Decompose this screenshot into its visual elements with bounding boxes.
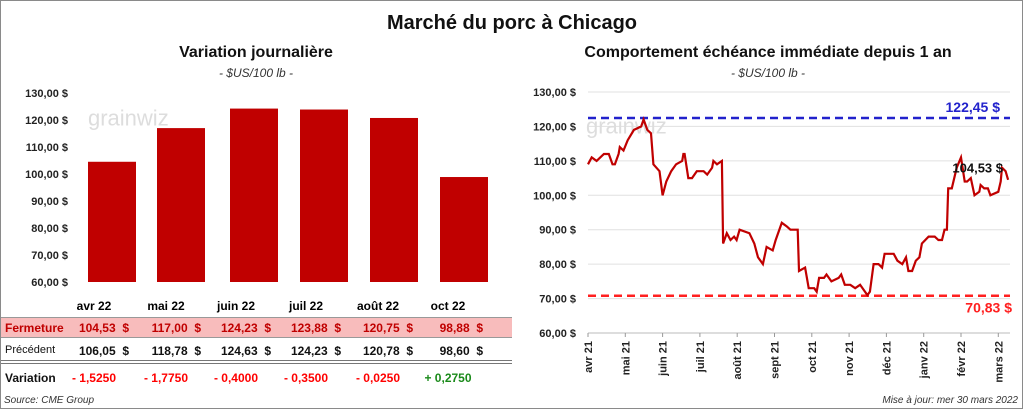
table-cell: + 0,2750 xyxy=(424,371,472,385)
column-header: avr 22 xyxy=(76,299,112,313)
y-tick-label: 110,00 $ xyxy=(26,142,68,154)
table-cell: 124,63 $ xyxy=(220,344,271,358)
x-tick-label: nov 21 xyxy=(844,341,856,376)
table-cell: 123,88 $ xyxy=(290,321,341,335)
x-tick-label: mai 21 xyxy=(620,341,632,375)
x-tick-label: févr 22 xyxy=(956,341,968,376)
y-tick-label: 90,00 $ xyxy=(31,196,68,208)
y-tick-label: 100,00 $ xyxy=(533,190,576,202)
bar xyxy=(440,177,488,282)
table-header: avr 22 mai 22 juin 22 juil 22 août 22 oct 22 xyxy=(1,296,512,316)
y-tick-label: 120,00 $ xyxy=(25,115,68,127)
y-tick-label: 130,00 $ xyxy=(25,88,68,100)
column-header: juil 22 xyxy=(288,299,323,313)
table-cell: 106,05 $ xyxy=(78,344,129,358)
y-tick-label: 100,00 $ xyxy=(25,169,68,181)
update-note: Mise à jour: mer 30 mars 2022 xyxy=(882,395,1018,406)
max-label: 122,45 $ xyxy=(946,99,1001,115)
bar-chart-title: Variation journalière xyxy=(179,44,333,61)
row-label: Variation xyxy=(5,371,56,385)
x-tick-label: oct 21 xyxy=(807,341,819,373)
y-tick-label: 120,00 $ xyxy=(533,121,576,133)
x-tick-label: sept 21 xyxy=(770,341,782,379)
bar xyxy=(230,108,278,282)
table-cell: - 0,0250 xyxy=(355,371,401,385)
last-price-label: 104,53 $ xyxy=(952,161,1003,176)
y-tick-label: 90,00 $ xyxy=(539,225,576,237)
bar xyxy=(300,109,348,282)
x-tick-label: mars 22 xyxy=(993,341,1005,383)
y-tick-label: 80,00 $ xyxy=(539,259,576,271)
x-tick-label: juin 21 xyxy=(658,341,670,377)
x-tick-label: avr 21 xyxy=(583,341,595,373)
line-chart-title: Comportement échéance immédiate depuis 1… xyxy=(584,44,952,61)
table-cell: - 0,3500 xyxy=(283,371,329,385)
row-label: Précédent xyxy=(5,344,56,356)
table-cell: 98,88 $ xyxy=(439,321,483,335)
source-note: Source: CME Group xyxy=(4,395,95,406)
bar xyxy=(88,161,136,282)
row-label: Fermeture xyxy=(5,321,64,335)
watermark-logo: grainwiz xyxy=(88,105,169,130)
y-tick-label: 110,00 $ xyxy=(534,156,576,168)
y-tick-label: 60,00 $ xyxy=(539,328,576,340)
column-header: oct 22 xyxy=(430,299,466,313)
table-cell: - 0,4000 xyxy=(213,371,259,385)
bar xyxy=(370,117,418,282)
page-title: Marché du porc à Chicago xyxy=(386,12,638,34)
y-tick-label: 80,00 $ xyxy=(31,223,68,235)
x-tick-label: janv 22 xyxy=(919,341,931,379)
y-tick-label: 130,00 $ xyxy=(533,87,576,99)
table-cell: 104,53 $ xyxy=(78,321,129,335)
table-cell: 98,60 $ xyxy=(439,344,483,358)
y-tick-label: 70,00 $ xyxy=(539,294,576,306)
table-cell: 124,23 $ xyxy=(290,344,341,358)
column-header: août 22 xyxy=(356,299,399,313)
table-cell: 118,78 $ xyxy=(151,344,201,358)
column-header: juin 22 xyxy=(216,299,255,313)
line-chart-unit: - $US/100 lb - xyxy=(730,66,806,80)
table-cell: 120,75 $ xyxy=(362,321,413,335)
table-row: Fermeture 104,53 $ 117,00 $ 124,23 $ 123,88 … xyxy=(1,317,512,338)
table-row: Précédent 106,05 $ 118,78 $ 124,63 $ 124,23 … xyxy=(1,341,512,364)
column-header: mai 22 xyxy=(147,299,185,313)
price-line xyxy=(587,116,1010,297)
table-cell: 120,78 $ xyxy=(362,344,413,358)
bar xyxy=(157,128,205,282)
table-row: Variation - 1,5250 - 1,7750 - 0,4000 - 0,350… xyxy=(1,368,512,388)
min-label: 70,83 $ xyxy=(965,300,1012,316)
table-cell: - 1,7750 xyxy=(143,371,189,385)
bar-chart-unit: - $US/100 lb - xyxy=(218,66,294,80)
table-cell: 124,23 $ xyxy=(220,321,271,335)
table-cell: - 1,5250 xyxy=(71,371,117,385)
y-tick-label: 70,00 $ xyxy=(31,250,68,262)
y-tick-label: 60,00 $ xyxy=(31,277,68,289)
x-tick-label: juil 21 xyxy=(695,341,707,373)
table-cell: 117,00 $ xyxy=(151,321,201,335)
x-tick-label: août 21 xyxy=(732,341,744,380)
x-tick-label: déc 21 xyxy=(881,341,893,375)
